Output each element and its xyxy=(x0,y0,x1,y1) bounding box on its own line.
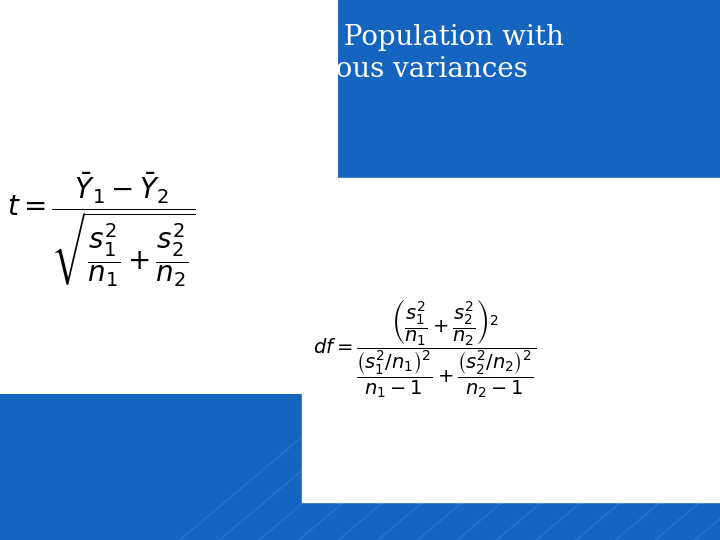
Text: $t = \dfrac{\bar{Y}_1 - \bar{Y}_2}{\sqrt{\dfrac{s_1^2}{n_1} + \dfrac{s_2^2}{n_2}: $t = \dfrac{\bar{Y}_1 - \bar{Y}_2}{\sqrt… xyxy=(7,170,196,289)
Text: Independent Population with
heterogenous variances: Independent Population with heterogenous… xyxy=(156,24,564,83)
Bar xyxy=(0,0,338,394)
Bar xyxy=(302,178,720,502)
Text: $df = \dfrac{\left(\dfrac{s_1^2}{n_1} + \dfrac{s_2^2}{n_2}\right)^2}{\dfrac{\lef: $df = \dfrac{\left(\dfrac{s_1^2}{n_1} + … xyxy=(313,297,536,400)
